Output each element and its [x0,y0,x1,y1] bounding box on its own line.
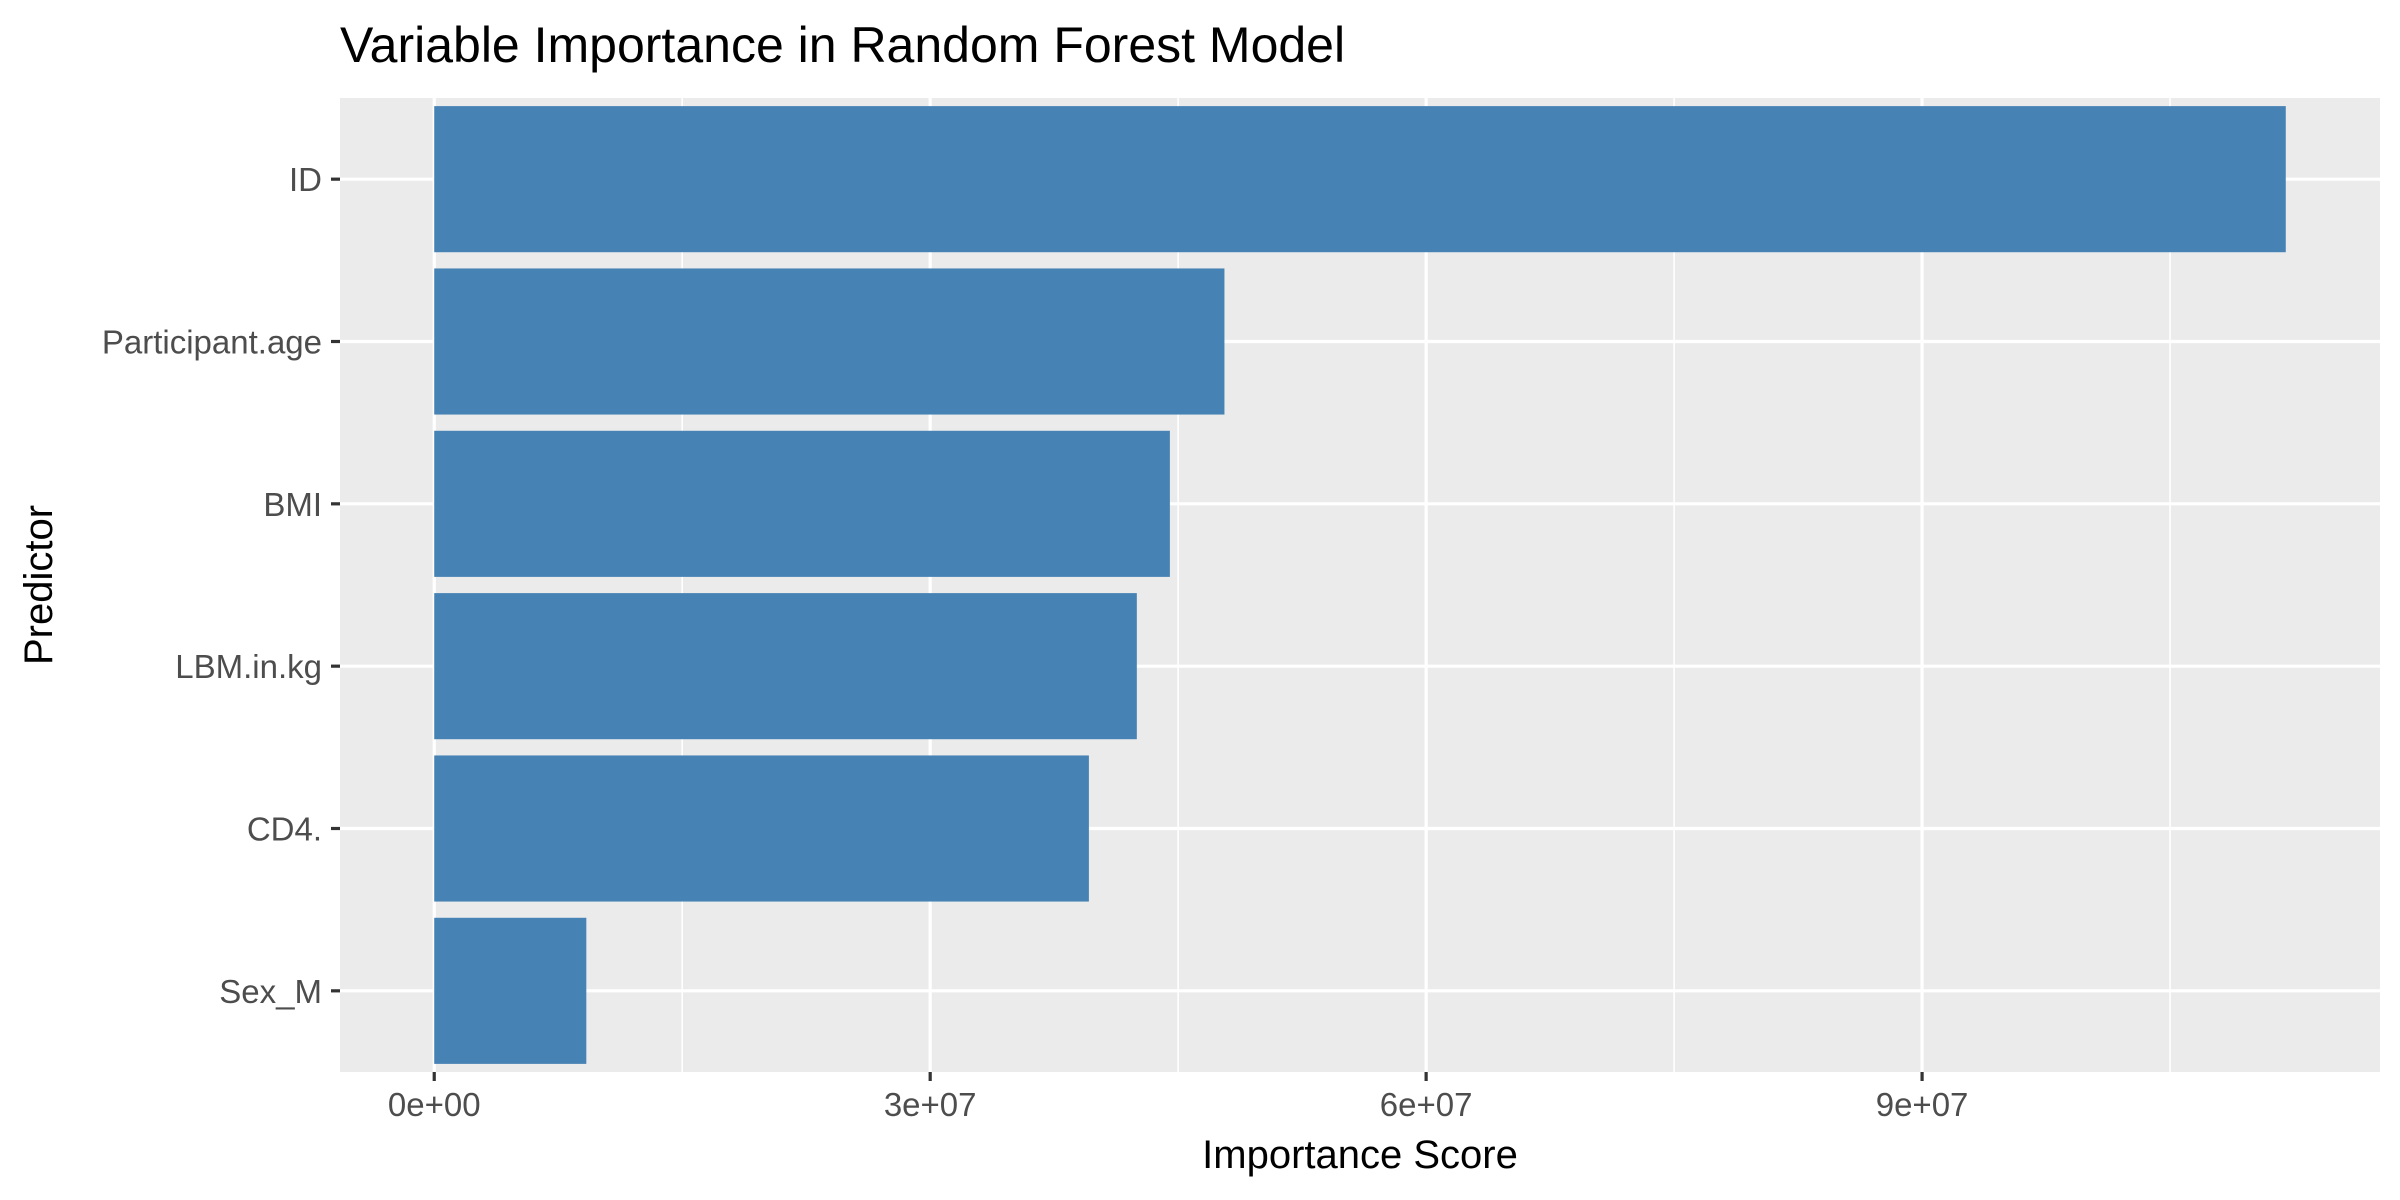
y-tick-label: Participant.age [102,324,322,361]
y-axis: ID Participant.age BMI LBM.in.kg CD4. Sex_M [102,161,340,1010]
bar [434,593,1137,740]
y-tick-label: BMI [263,486,322,523]
x-tick-label: 6e+07 [1380,1086,1473,1123]
x-tick-label: 9e+07 [1876,1086,1969,1123]
x-tick-label: 3e+07 [884,1086,977,1123]
y-tick-label: Sex_M [219,973,322,1010]
bar [434,106,2286,253]
y-tick-label: LBM.in.kg [175,648,322,685]
bar [434,268,1225,415]
x-axis: 0e+00 3e+07 6e+07 9e+07 [388,1072,1969,1123]
x-axis-title: Importance Score [1202,1133,1518,1177]
minor-gridlines [681,98,2171,1072]
y-tick-label: ID [289,161,322,198]
chart-title: Variable Importance in Random Forest Mod… [340,17,1345,73]
bar [434,430,1170,577]
bars [434,106,2286,1064]
y-axis-title: Predictor [17,505,61,665]
plot-panel [340,98,2380,1072]
bar [434,917,587,1064]
bar [434,755,1089,902]
x-tick-label: 0e+00 [388,1086,481,1123]
y-tick-label: CD4. [247,811,322,848]
